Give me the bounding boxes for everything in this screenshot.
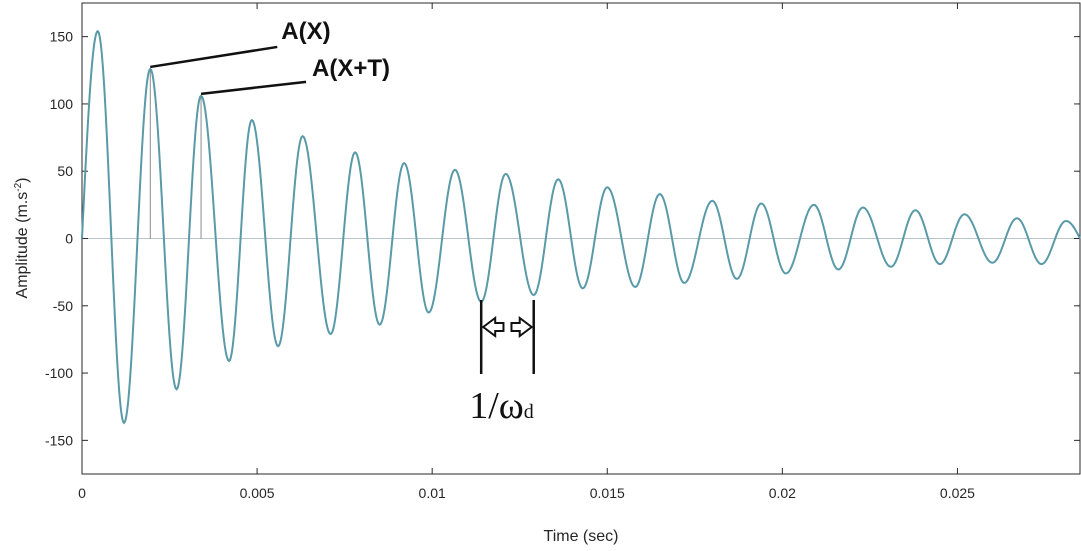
signal-series-line [81,29,1081,425]
y-axis-title: Amplitude (m.s-2) [13,178,31,299]
y-tick-label: 0 [65,231,73,247]
y-axis-ticks: 150 100 50 0 -50 -100 -150 [45,29,1080,448]
period-label-main: 1/ω [469,385,524,427]
axt-leader-line [200,80,307,96]
x-axis-ticks: 0 0.005 0.01 0.015 0.02 0.025 [78,3,975,501]
y-axis-title-superscript: -2 [13,182,24,191]
y-tick-label: -150 [45,432,73,448]
period-label-subscript: d [524,401,534,423]
x-tick-label: 0.025 [940,485,975,501]
x-tick-label: 0.02 [769,485,796,501]
x-tick-label: 0.015 [590,485,625,501]
annotations: A(X) A(X+T) 1/ωd [150,18,535,427]
x-tick-label: 0.01 [419,485,446,501]
period-arrow-right-icon [510,316,534,338]
y-tick-label: 100 [50,96,74,112]
period-arrow-left-icon [481,316,505,338]
y-axis-title-close: ) [14,178,31,183]
x-axis-title: Time (sec) [544,528,619,545]
y-tick-label: -50 [53,298,73,314]
y-tick-label: 50 [57,163,73,179]
x-tick-label: 0 [78,485,86,501]
y-axis-title-main: Amplitude (m.s [14,192,31,299]
ax-label: A(X) [281,18,330,45]
y-tick-label: -100 [45,365,73,381]
x-tick-label: 0.005 [240,485,275,501]
period-label: 1/ωd [469,385,534,427]
ax-leader-line [150,45,278,69]
peak-drop-lines [149,68,202,239]
y-tick-label: 150 [50,29,74,45]
axt-label: A(X+T) [312,55,390,82]
